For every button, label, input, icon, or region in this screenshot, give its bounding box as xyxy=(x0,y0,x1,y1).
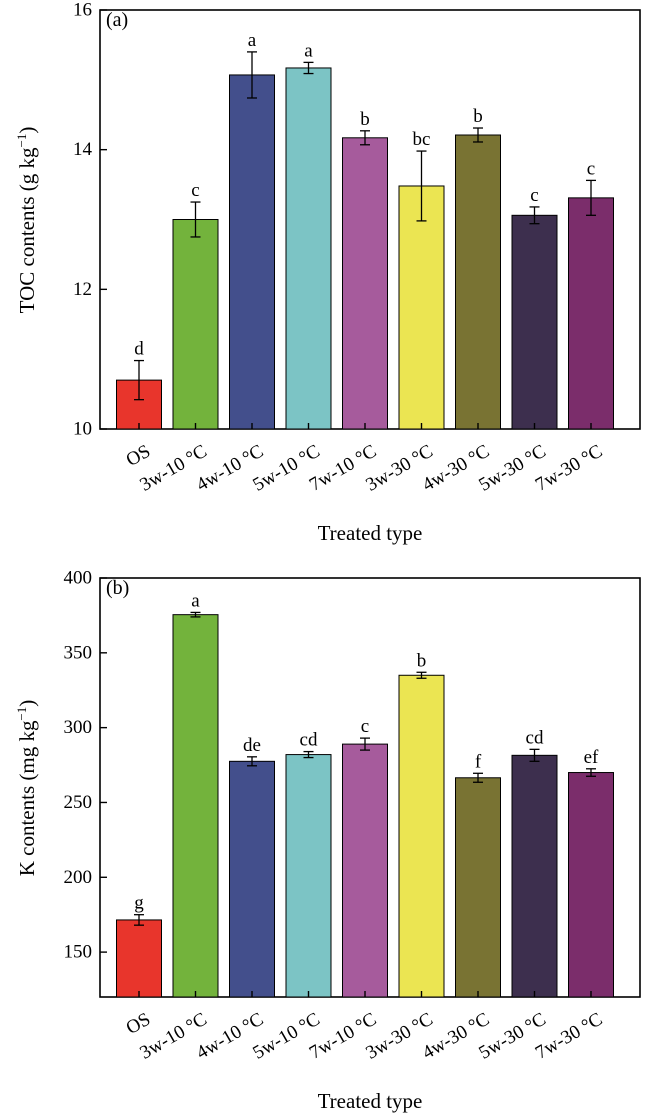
y-tick-label: 14 xyxy=(73,139,93,160)
significance-label: de xyxy=(243,735,261,756)
y-tick-label: 16 xyxy=(73,0,92,21)
significance-label: ef xyxy=(584,747,599,768)
significance-label: cd xyxy=(526,727,544,748)
significance-label: c xyxy=(587,158,595,179)
y-tick-label: 250 xyxy=(64,792,93,813)
y-axis-label-main: K contents (mg kg xyxy=(15,720,39,876)
x-axis-label: Treated type xyxy=(318,1089,423,1113)
y-axis-label-sup: −1 xyxy=(14,707,29,721)
significance-label: a xyxy=(248,30,257,51)
y-axis-label-end: ) xyxy=(15,700,39,707)
bar xyxy=(398,674,445,998)
significance-label: b xyxy=(360,109,370,130)
y-tick-label: 200 xyxy=(64,867,93,888)
significance-label: d xyxy=(134,339,144,360)
panel-label: (b) xyxy=(106,577,129,599)
bar xyxy=(229,74,275,430)
x-axis-label: Treated type xyxy=(318,521,423,545)
bar xyxy=(398,185,445,430)
bar xyxy=(511,214,558,430)
y-axis-label: K contents (mg kg−1) xyxy=(14,700,39,877)
significance-label: c xyxy=(361,716,369,737)
significance-label: c xyxy=(191,180,199,201)
significance-label: f xyxy=(475,751,482,772)
bars: g a de cd c b f cd ef xyxy=(116,590,614,998)
significance-label: b xyxy=(473,106,483,127)
bar xyxy=(285,67,332,430)
bar xyxy=(229,760,275,998)
chart-k: (b) g a de cd c b f cd ef 150 200 250 300 350 400 OS3… xyxy=(14,568,641,1113)
significance-label: b xyxy=(417,650,427,671)
significance-label: a xyxy=(191,590,200,611)
y-axis-label: TOC contents (g kg−1) xyxy=(14,127,39,314)
bar xyxy=(455,134,501,430)
bar xyxy=(285,754,332,998)
significance-label: c xyxy=(530,185,538,206)
panel-label: (a) xyxy=(106,9,128,31)
x-tick-label: OS xyxy=(123,1009,155,1039)
significance-label: g xyxy=(134,893,144,914)
significance-label: cd xyxy=(300,730,318,751)
significance-label: a xyxy=(304,40,313,61)
y-tick-label: 400 xyxy=(64,568,93,589)
significance-label: bc xyxy=(413,129,431,150)
bar xyxy=(342,743,388,998)
bar xyxy=(511,754,558,998)
y-axis-label-end: ) xyxy=(15,127,39,134)
bar xyxy=(568,772,614,998)
y-axis-ticks: 10 12 14 16 xyxy=(73,0,107,440)
bar xyxy=(568,197,614,430)
y-axis-label-main: TOC contents (g kg xyxy=(15,147,39,313)
y-tick-label: 350 xyxy=(64,642,93,663)
bar xyxy=(172,614,219,998)
y-axis-ticks: 150 200 250 300 350 400 xyxy=(64,568,107,963)
bar xyxy=(342,137,388,430)
bar xyxy=(455,777,501,998)
y-tick-label: 150 xyxy=(64,942,93,963)
y-axis-label-sup: −1 xyxy=(14,134,29,148)
bar xyxy=(116,919,162,998)
y-tick-label: 300 xyxy=(64,717,93,738)
y-tick-label: 12 xyxy=(73,279,92,300)
bar xyxy=(172,219,219,430)
x-tick-label: OS xyxy=(123,441,155,471)
y-tick-label: 10 xyxy=(73,419,92,440)
